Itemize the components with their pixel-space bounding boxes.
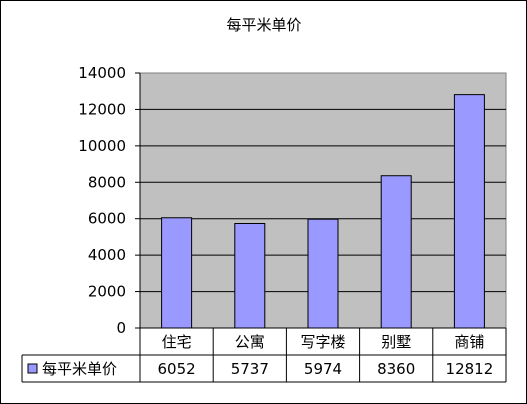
data-table-value: 5737	[231, 360, 269, 378]
bar	[453, 94, 485, 329]
bar	[234, 223, 266, 329]
y-tick-label: 4000	[88, 246, 126, 264]
bars	[161, 94, 485, 329]
chart-title: 每平米单价	[226, 16, 301, 34]
y-tick-label: 0	[116, 319, 126, 337]
category-label: 别墅	[381, 333, 411, 351]
data-table-value: 5974	[304, 360, 342, 378]
y-tick-label: 6000	[88, 210, 126, 228]
data-table: 住宅 公寓 写字楼 别墅 商铺 6052 5737 5974 8360 12812 每平米单价	[21, 328, 507, 383]
category-label: 公寓	[235, 333, 265, 351]
y-tick-label: 14000	[78, 64, 126, 82]
y-tick-label: 2000	[88, 283, 126, 301]
category-label: 商铺	[454, 333, 484, 351]
category-label: 写字楼	[300, 333, 345, 351]
data-table-value: 6052	[158, 360, 196, 378]
legend-series-name: 每平米单价	[42, 360, 117, 378]
y-tick-label: 12000	[78, 100, 126, 118]
category-label: 住宅	[162, 333, 192, 351]
data-table-value: 8360	[377, 360, 415, 378]
data-table-value: 12812	[446, 360, 494, 378]
y-tick-label: 8000	[88, 173, 126, 191]
y-tick-label: 10000	[78, 137, 126, 155]
legend-swatch	[27, 363, 38, 374]
bar	[161, 217, 193, 329]
bar	[307, 218, 339, 329]
bar	[380, 175, 412, 329]
y-axis: 0 2000 4000 6000 8000 10000 12000 14000	[78, 64, 506, 337]
